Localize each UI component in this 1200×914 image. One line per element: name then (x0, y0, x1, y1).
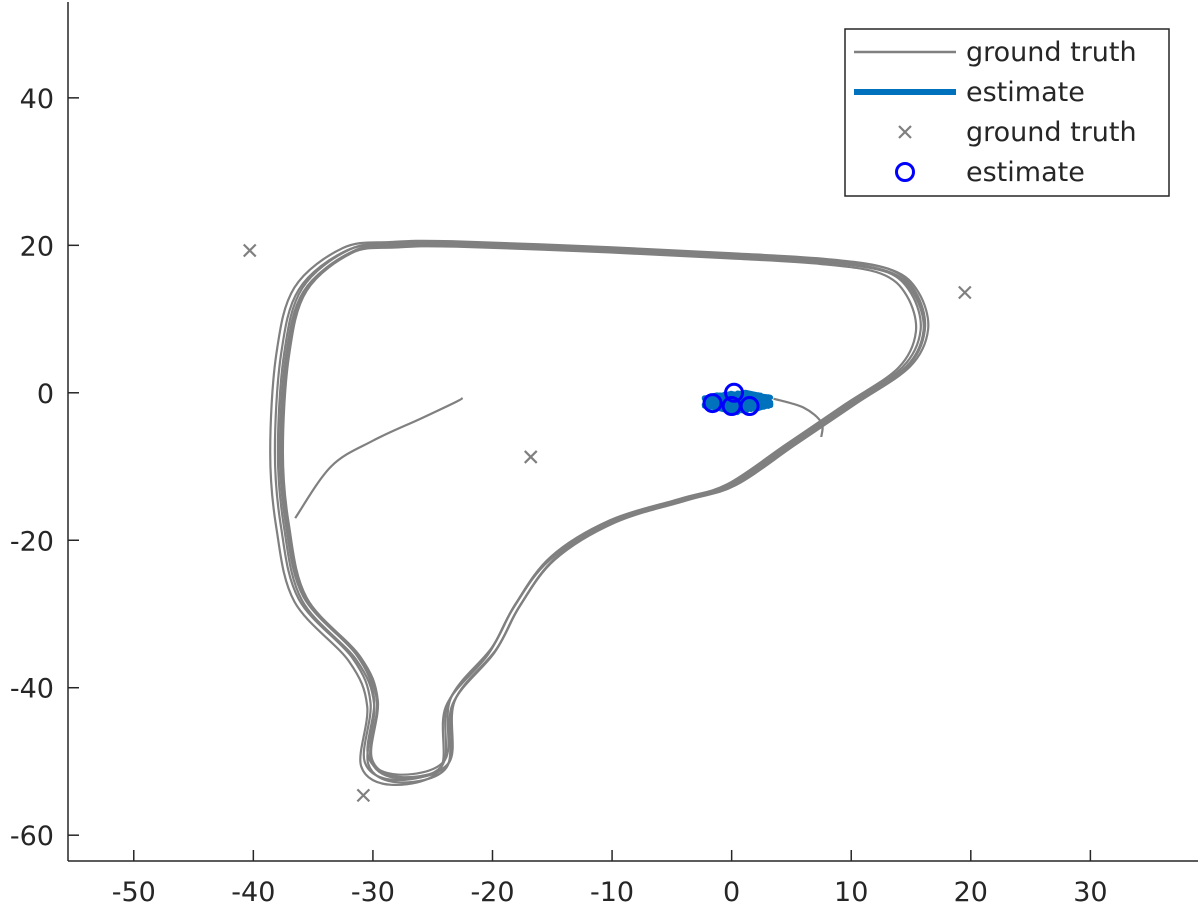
y-tick-label: -60 (10, 821, 54, 852)
ground-truth-landmark (242, 243, 257, 258)
ground-truth-landmark (356, 788, 371, 803)
x-tick-label: 0 (723, 877, 740, 908)
y-tick-label: 20 (20, 231, 54, 262)
ground-truth-spur (773, 397, 824, 438)
legend-label: ground truth (966, 37, 1137, 68)
estimate-landmark (724, 382, 745, 403)
ground-truth-lap (276, 241, 930, 784)
legend-label: ground truth (966, 117, 1137, 148)
x-tick-label: 20 (954, 877, 988, 908)
x-tick-label: -20 (470, 877, 514, 908)
estimate-landmark (739, 396, 760, 417)
y-tick-label: 40 (20, 84, 54, 115)
ground-truth-lap (280, 243, 927, 780)
legend-swatch-x-marker (898, 125, 912, 139)
ground-truth-lap (273, 242, 922, 782)
ground-truth-lap (281, 243, 925, 779)
ground-truth-start-branch (294, 397, 464, 519)
ground-truth-lap (269, 239, 927, 786)
legend-label: estimate (966, 157, 1085, 188)
plot-marks (242, 239, 972, 803)
legend: ground truth estimate ground truth estimate (844, 28, 1170, 197)
x-tick-label: -50 (112, 877, 156, 908)
y-tick-label: -40 (10, 674, 54, 705)
estimate-landmark (702, 393, 723, 414)
x-tick-label: -10 (590, 877, 634, 908)
x-tick-label: -30 (351, 877, 395, 908)
legend-label: estimate (966, 77, 1085, 108)
ground-truth-landmark (523, 450, 538, 464)
ground-truth-landmark (958, 285, 972, 300)
axes: -50 -40 -30 -20 -10 0 10 20 30 -60 -40 -20 0 20 40 (10, 2, 1198, 908)
legend-swatch-o-marker (895, 162, 915, 182)
x-tick-label: 30 (1073, 877, 1107, 908)
x-tick-label: 10 (834, 877, 868, 908)
y-tick-label: -20 (10, 526, 54, 557)
x-tick-label: -40 (231, 877, 275, 908)
y-tick-label: 0 (37, 379, 54, 410)
